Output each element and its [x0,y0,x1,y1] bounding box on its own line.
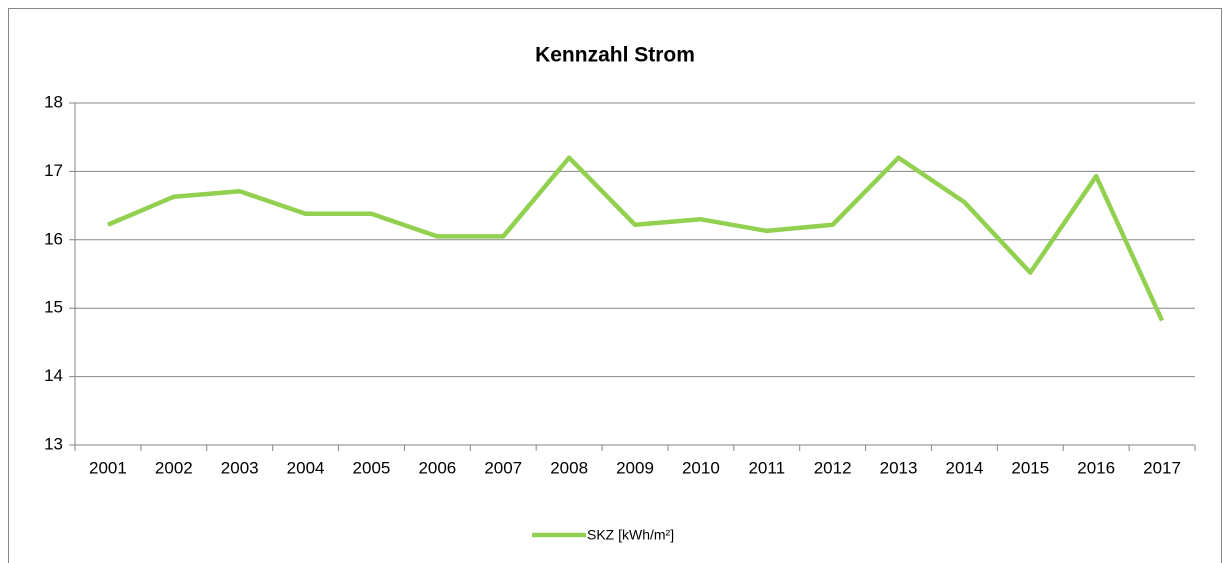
x-tick-label: 2012 [814,458,852,477]
x-tick-label: 2016 [1077,458,1115,477]
x-tick-label: 2017 [1143,458,1181,477]
x-tick-label: 2002 [155,458,193,477]
chart-title: Kennzahl Strom [535,44,695,67]
x-tick-label: 2006 [418,458,456,477]
legend-label: SKZ [kWh/m²] [587,527,674,543]
x-tick-label: 2014 [945,458,983,477]
y-tick-label: 17 [44,161,63,180]
y-tick-label: 18 [44,92,63,111]
x-tick-label: 2007 [484,458,522,477]
data-line [107,155,1165,322]
x-tick-label: 2010 [682,458,720,477]
x-tick-label: 2008 [550,458,588,477]
x-tick-label: 2009 [616,458,654,477]
x-tick-label: 2001 [89,458,127,477]
x-tick-label: 2015 [1011,458,1049,477]
x-tick-label: 2004 [287,458,325,477]
chart-frame [8,8,1222,563]
y-tick-label: 13 [44,434,63,453]
y-tick-label: 15 [44,298,63,317]
y-tick-label: 16 [44,229,63,248]
x-tick-label: 2011 [748,458,785,477]
x-tick-label: 2003 [221,458,259,477]
x-tick-label: 2013 [880,458,918,477]
x-tick-label: 2005 [353,458,391,477]
y-tick-label: 14 [44,366,63,385]
